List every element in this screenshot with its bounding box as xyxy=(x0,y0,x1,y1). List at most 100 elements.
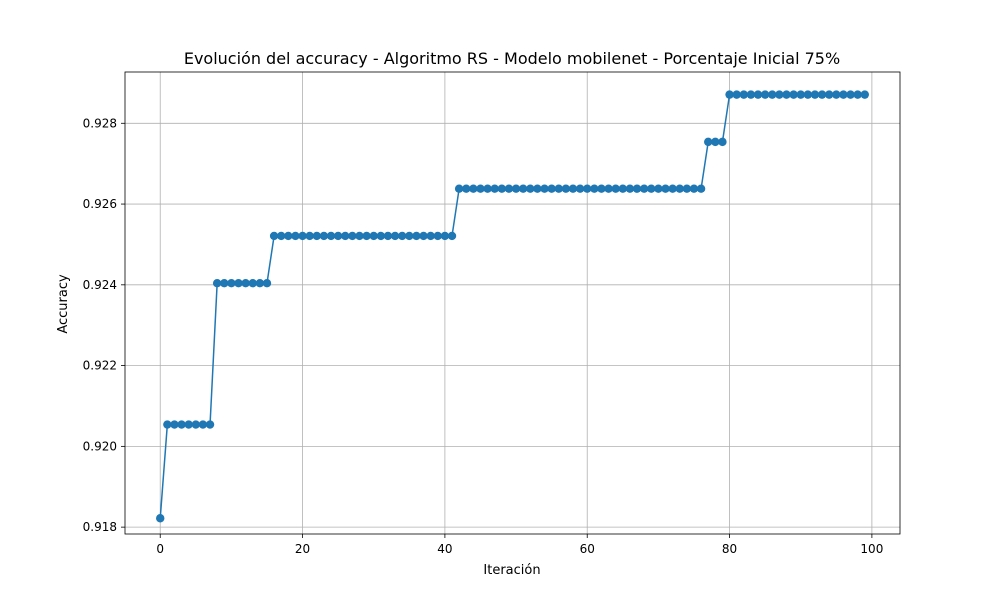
data-point xyxy=(561,184,571,193)
x-tick-label: 0 xyxy=(156,542,164,556)
data-point xyxy=(462,184,471,193)
x-axis-label: Iteración xyxy=(483,563,540,578)
y-axis-label: Accuracy xyxy=(56,274,71,334)
x-tick-label: 40 xyxy=(437,542,452,556)
data-point xyxy=(362,231,371,241)
data-point xyxy=(511,184,521,193)
data-point xyxy=(269,231,279,241)
data-point xyxy=(319,231,329,241)
data-point xyxy=(540,184,549,193)
data-point xyxy=(184,420,193,429)
series-accuracy xyxy=(156,90,869,523)
data-point xyxy=(704,137,713,147)
data-point xyxy=(860,90,869,99)
data-point xyxy=(817,90,827,99)
data-point xyxy=(390,231,400,241)
data-point xyxy=(476,184,485,193)
y-tick-label: 0.918 xyxy=(83,520,117,534)
data-point xyxy=(291,231,300,241)
data-point xyxy=(639,184,649,193)
data-point xyxy=(156,514,165,523)
data-point xyxy=(355,231,364,241)
data-point xyxy=(255,279,265,288)
data-point xyxy=(341,231,350,241)
y-tick-label: 0.926 xyxy=(83,197,117,211)
data-point xyxy=(554,184,563,193)
data-point xyxy=(504,184,514,193)
data-point xyxy=(760,90,770,99)
axes xyxy=(124,71,901,535)
data-point xyxy=(689,184,699,193)
data-point xyxy=(661,184,670,193)
data-point xyxy=(810,90,820,99)
data-point xyxy=(668,184,677,193)
data-point xyxy=(212,279,222,288)
data-point xyxy=(433,231,442,241)
data-point xyxy=(284,231,293,241)
data-point xyxy=(768,90,777,99)
data-point xyxy=(775,90,784,99)
grid xyxy=(125,72,900,534)
data-point xyxy=(789,90,798,99)
data-point xyxy=(696,184,706,193)
data-point xyxy=(241,279,250,288)
data-point xyxy=(170,420,179,429)
data-point xyxy=(568,184,578,193)
data-point xyxy=(447,231,457,241)
data-point xyxy=(739,90,748,99)
data-point xyxy=(597,184,606,193)
data-point xyxy=(547,184,556,193)
data-point xyxy=(654,184,663,193)
data-point xyxy=(604,184,613,193)
data-point xyxy=(419,231,428,241)
data-point xyxy=(796,90,805,99)
data-point xyxy=(718,137,727,147)
data-point xyxy=(782,90,791,99)
data-point xyxy=(497,184,507,193)
data-point xyxy=(590,184,599,193)
data-point xyxy=(675,184,684,193)
data-point xyxy=(412,231,421,241)
data-point xyxy=(227,279,236,288)
y-tick-label: 0.920 xyxy=(83,439,117,453)
data-point xyxy=(803,90,813,99)
y-tick-label: 0.924 xyxy=(83,278,117,292)
data-point xyxy=(753,90,763,99)
data-point xyxy=(682,184,692,193)
data-point xyxy=(583,184,592,193)
data-point xyxy=(490,184,499,193)
plot-frame xyxy=(124,71,901,535)
data-point xyxy=(618,184,628,193)
data-point xyxy=(305,231,314,241)
data-point xyxy=(262,279,272,288)
data-point xyxy=(440,231,450,241)
data-point xyxy=(191,420,201,429)
data-point xyxy=(625,184,635,193)
data-point xyxy=(533,184,542,193)
data-point xyxy=(647,184,656,193)
data-point xyxy=(632,184,642,193)
data-point xyxy=(405,231,414,241)
data-point xyxy=(198,420,208,429)
data-point xyxy=(725,90,734,99)
data-point xyxy=(163,420,172,429)
data-point xyxy=(277,231,286,241)
data-point xyxy=(383,231,393,241)
ticks: 0 20 40 60 80 100 0.918 0.920 0.922 0.924 0.926 0.9… xyxy=(83,116,884,556)
data-point xyxy=(518,184,528,193)
data-point xyxy=(483,184,492,193)
data-point xyxy=(526,184,535,193)
data-point xyxy=(312,231,321,241)
x-tick-label: 60 xyxy=(580,542,595,556)
data-point xyxy=(348,231,357,241)
data-point xyxy=(454,184,464,193)
data-point xyxy=(824,90,834,99)
data-point xyxy=(220,279,229,288)
data-point xyxy=(469,184,478,193)
data-point xyxy=(376,231,386,241)
data-point xyxy=(846,90,855,99)
data-point xyxy=(853,90,862,99)
data-point xyxy=(205,420,215,429)
